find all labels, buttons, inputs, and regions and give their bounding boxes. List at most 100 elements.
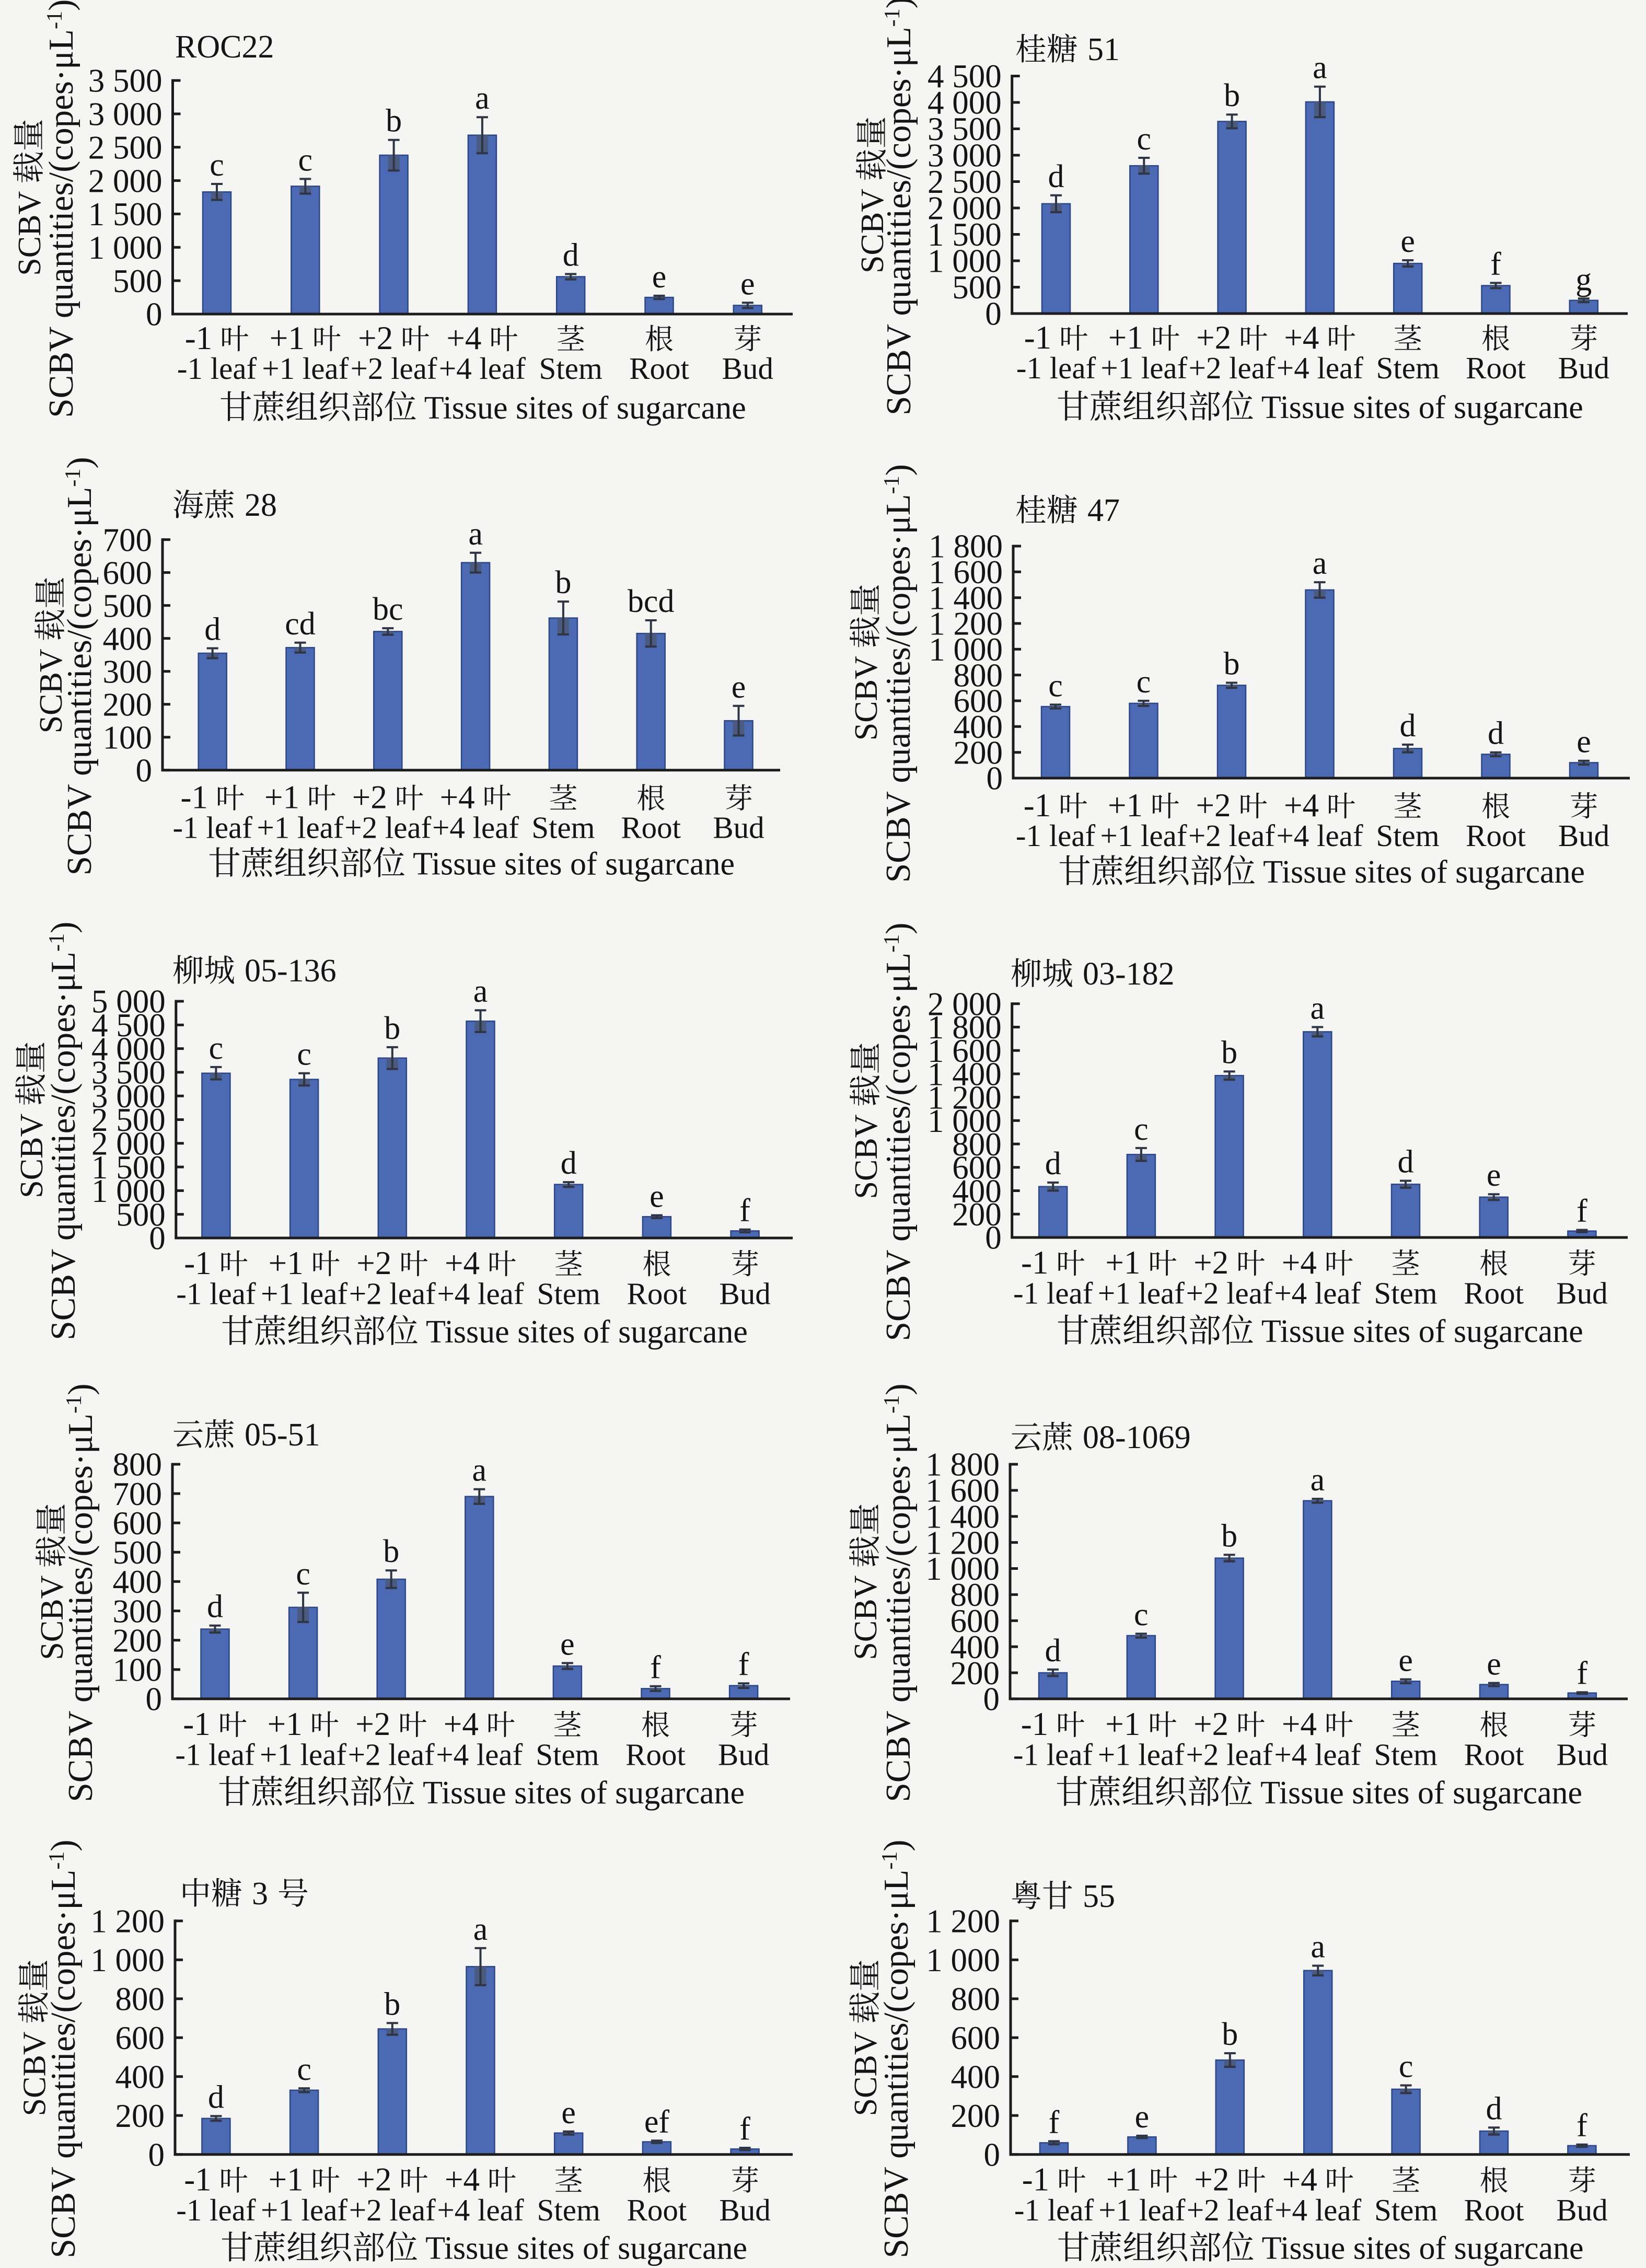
svg-text:c: c xyxy=(1134,1597,1149,1633)
svg-text:1 500: 1 500 xyxy=(88,196,163,233)
svg-text:+1: +1 xyxy=(1108,787,1143,824)
svg-text:Bud: Bud xyxy=(1556,2193,1607,2227)
svg-text:03-182: 03-182 xyxy=(1083,956,1175,992)
svg-text:1 500: 1 500 xyxy=(91,1149,166,1186)
svg-text:Root: Root xyxy=(629,351,689,386)
svg-text:2 500: 2 500 xyxy=(88,129,163,166)
svg-text:1 400: 1 400 xyxy=(925,1499,1000,1535)
svg-text:-1: -1 xyxy=(1021,1706,1048,1742)
svg-text:a: a xyxy=(472,1453,487,1488)
svg-text:400: 400 xyxy=(952,1173,1002,1209)
svg-text:0: 0 xyxy=(985,1220,1002,1256)
svg-text:600: 600 xyxy=(115,2020,165,2056)
svg-text:1 400: 1 400 xyxy=(929,580,1003,616)
svg-text:+1 leaf: +1 leaf xyxy=(1100,351,1187,385)
svg-text:600: 600 xyxy=(951,2020,1001,2056)
svg-text:+2: +2 xyxy=(356,1245,391,1281)
svg-text:+1 leaf: +1 leaf xyxy=(1098,2193,1185,2227)
svg-text:+1: +1 xyxy=(269,2161,304,2198)
svg-text:+1 leaf: +1 leaf xyxy=(261,1277,347,1311)
svg-text:f: f xyxy=(1049,2104,1060,2140)
svg-text:b: b xyxy=(1221,1035,1237,1070)
svg-text:e: e xyxy=(732,669,746,705)
svg-text:1 800: 1 800 xyxy=(928,1009,1002,1046)
svg-text:+4 leaf: +4 leaf xyxy=(1277,351,1363,385)
svg-text:800: 800 xyxy=(951,1981,1001,2018)
svg-text:a: a xyxy=(468,516,483,552)
svg-text:c: c xyxy=(210,147,224,183)
svg-text:-1: -1 xyxy=(185,320,212,356)
svg-text:05-136: 05-136 xyxy=(245,953,337,989)
svg-text:-1: -1 xyxy=(1021,1244,1048,1281)
svg-text:2 000: 2 000 xyxy=(88,163,163,199)
svg-text:-1 leaf: -1 leaf xyxy=(1013,1737,1093,1772)
svg-text:Tissue sites of sugarcane: Tissue sites of sugarcane xyxy=(423,1775,745,1811)
svg-text:0: 0 xyxy=(987,760,1003,797)
svg-text:-1: -1 xyxy=(181,779,208,816)
svg-text:3 500: 3 500 xyxy=(91,1055,166,1091)
svg-text:e: e xyxy=(1135,2099,1150,2135)
svg-text:e: e xyxy=(1487,1647,1501,1682)
svg-text:1 000: 1 000 xyxy=(926,1942,1000,1978)
svg-text:Stem: Stem xyxy=(1374,1737,1438,1772)
svg-text:400: 400 xyxy=(951,2059,1001,2096)
svg-text:d: d xyxy=(1488,716,1504,751)
svg-text:1 000: 1 000 xyxy=(929,631,1003,668)
svg-text:0: 0 xyxy=(983,1681,1000,1718)
svg-text:c: c xyxy=(1399,2049,1413,2085)
svg-text:e: e xyxy=(1398,1643,1413,1679)
svg-text:51: 51 xyxy=(1087,32,1120,67)
svg-text:05-51: 05-51 xyxy=(245,1417,320,1453)
svg-text:Root: Root xyxy=(627,1277,687,1311)
svg-text:Tissue sites of sugarcane: Tissue sites of sugarcane xyxy=(424,390,746,426)
svg-text:SCBV quantities/(copes·μL-1): SCBV quantities/(copes·μL-1) xyxy=(877,1839,915,2258)
svg-text:-1 leaf: -1 leaf xyxy=(177,351,257,386)
svg-text:a: a xyxy=(1311,1929,1325,1965)
svg-text:+1 leaf: +1 leaf xyxy=(1100,818,1187,853)
svg-text:+1 leaf: +1 leaf xyxy=(257,811,344,845)
svg-text:4 500: 4 500 xyxy=(91,1007,166,1044)
svg-text:+1: +1 xyxy=(270,320,305,356)
svg-text:a: a xyxy=(473,974,488,1009)
svg-text:d: d xyxy=(1400,708,1416,744)
svg-text:+4: +4 xyxy=(446,320,481,356)
svg-text:+2 leaf: +2 leaf xyxy=(348,1737,435,1772)
svg-text:1 800: 1 800 xyxy=(929,528,1003,565)
svg-text:200: 200 xyxy=(113,1622,163,1659)
svg-text:+4: +4 xyxy=(444,1706,479,1742)
svg-text:Bud: Bud xyxy=(718,1737,769,1772)
svg-text:200: 200 xyxy=(115,2098,165,2134)
svg-text:+2: +2 xyxy=(355,1706,390,1742)
svg-text:800: 800 xyxy=(952,1126,1002,1163)
svg-text:a: a xyxy=(1311,1462,1325,1498)
svg-text:e: e xyxy=(1487,1158,1501,1193)
svg-text:1 600: 1 600 xyxy=(925,1473,1000,1509)
svg-text:100: 100 xyxy=(113,1652,163,1688)
svg-text:-1: -1 xyxy=(1024,319,1051,356)
svg-text:0: 0 xyxy=(984,2136,1001,2173)
svg-text:+1: +1 xyxy=(1105,1706,1140,1742)
svg-text:SCBV quantities/(copes·μL-1): SCBV quantities/(copes·μL-1) xyxy=(42,0,80,418)
svg-text:b: b xyxy=(1221,1518,1237,1554)
svg-text:4 500: 4 500 xyxy=(928,58,1002,95)
svg-text:Stem: Stem xyxy=(537,2193,600,2227)
svg-text:400: 400 xyxy=(950,1629,1000,1665)
svg-text:+4 leaf: +4 leaf xyxy=(432,811,519,845)
svg-text:1 400: 1 400 xyxy=(928,1056,1002,1093)
svg-text:+4 leaf: +4 leaf xyxy=(437,1277,524,1311)
svg-text:1 200: 1 200 xyxy=(90,1903,165,1940)
svg-text:e: e xyxy=(652,259,667,295)
svg-text:1 200: 1 200 xyxy=(929,606,1003,642)
svg-text:+4: +4 xyxy=(1282,1244,1317,1281)
svg-text:Tissue sites of sugarcane: Tissue sites of sugarcane xyxy=(1261,390,1583,425)
svg-text:55: 55 xyxy=(1083,1879,1115,1914)
svg-text:500: 500 xyxy=(113,263,163,299)
svg-text:Root: Root xyxy=(1464,2193,1524,2227)
svg-text:200: 200 xyxy=(950,1655,1000,1692)
svg-text:Bud: Bud xyxy=(1558,351,1609,385)
svg-text:-1 leaf: -1 leaf xyxy=(173,811,253,845)
svg-text:f: f xyxy=(1577,2108,1587,2144)
svg-text:200: 200 xyxy=(954,734,1003,771)
svg-text:SCBV quantities/(copes·μL-1): SCBV quantities/(copes·μL-1) xyxy=(61,1383,100,1802)
svg-text:Bud: Bud xyxy=(1557,1737,1608,1772)
